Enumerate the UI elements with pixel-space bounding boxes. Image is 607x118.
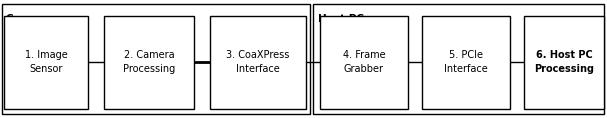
Text: 2. Camera
Processing: 2. Camera Processing xyxy=(123,51,175,74)
Bar xyxy=(320,16,408,109)
Bar xyxy=(524,16,604,109)
Text: Camera: Camera xyxy=(5,14,50,24)
Bar xyxy=(104,16,194,109)
Text: 1. Image
Sensor: 1. Image Sensor xyxy=(25,51,67,74)
Text: 5. PCIe
Interface: 5. PCIe Interface xyxy=(444,51,488,74)
Text: 3. CoaXPress
Interface: 3. CoaXPress Interface xyxy=(226,51,290,74)
Bar xyxy=(313,4,604,114)
Text: Host PC: Host PC xyxy=(318,14,364,24)
Bar xyxy=(422,16,510,109)
Bar xyxy=(210,16,306,109)
Bar xyxy=(4,16,88,109)
Text: 4. Frame
Grabber: 4. Frame Grabber xyxy=(343,51,385,74)
Text: 6. Host PC
Processing: 6. Host PC Processing xyxy=(534,51,594,74)
Bar xyxy=(2,4,310,114)
